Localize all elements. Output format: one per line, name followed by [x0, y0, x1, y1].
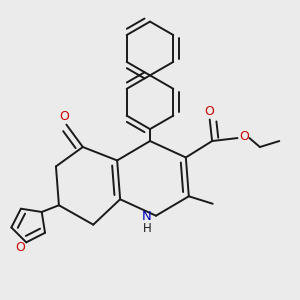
Text: O: O — [59, 110, 69, 123]
Text: O: O — [204, 105, 214, 118]
Text: O: O — [239, 130, 249, 143]
Text: H: H — [142, 222, 152, 235]
Text: N: N — [142, 210, 152, 224]
Text: O: O — [15, 241, 25, 254]
